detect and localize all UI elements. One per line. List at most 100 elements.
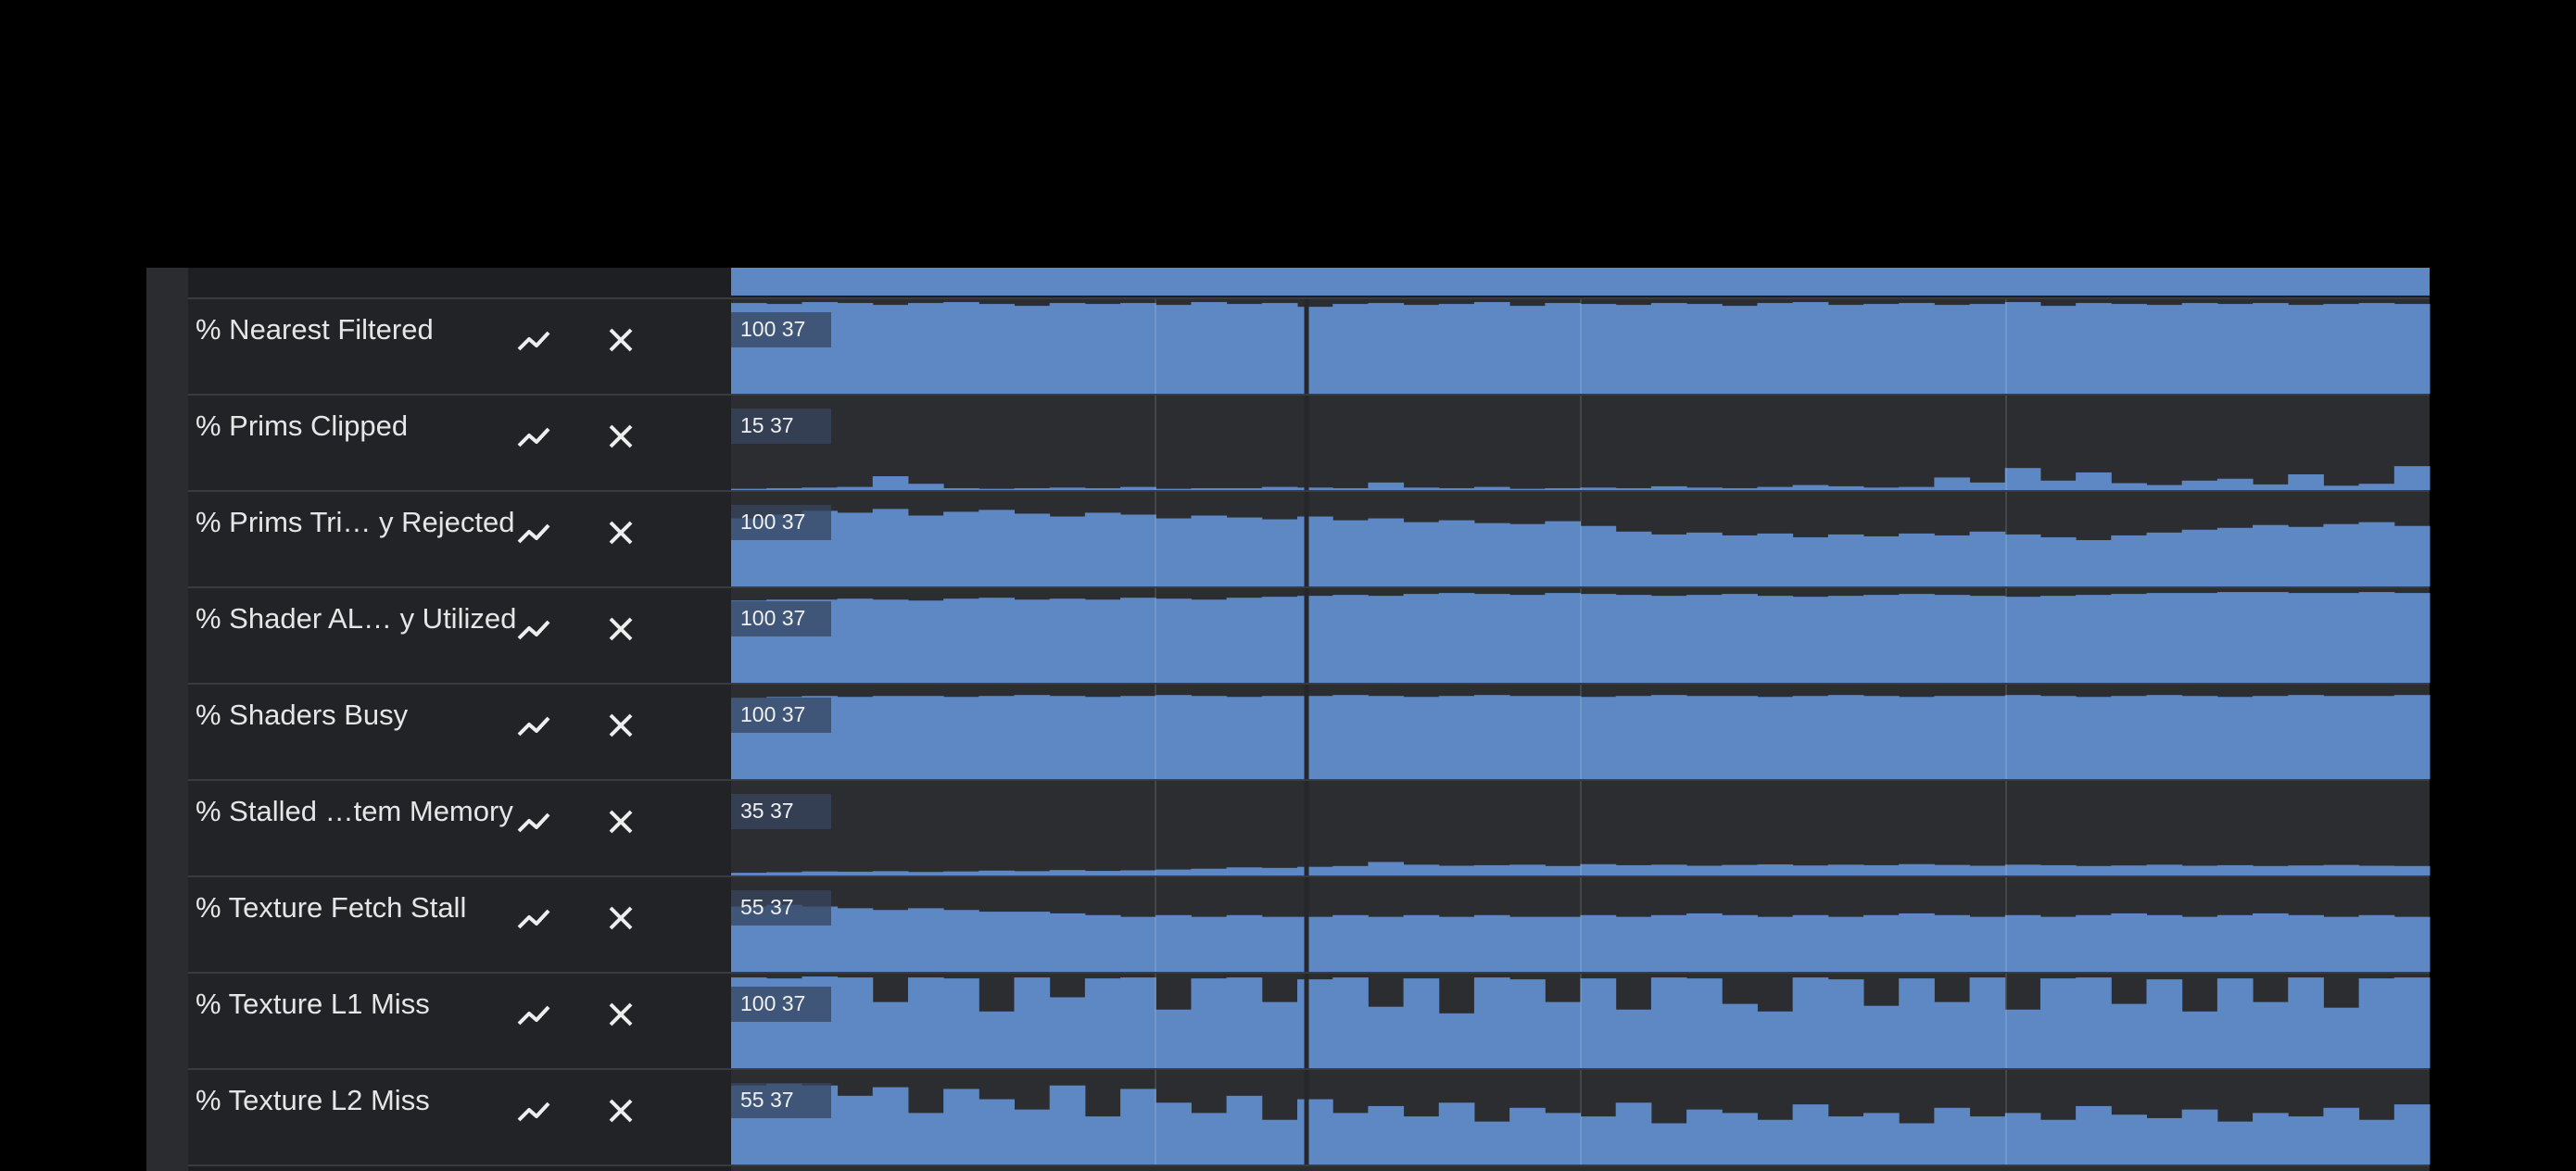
counter-bar	[907, 908, 944, 972]
counter-bar	[1403, 914, 1440, 972]
counter-bar	[2393, 1104, 2431, 1165]
track-label[interactable]: % Shader AL… y Utilized	[196, 602, 516, 635]
track-label[interactable]: % Texture Fetch Stall	[196, 891, 466, 924]
counter-bar	[1473, 864, 1510, 875]
counter-bar	[1297, 307, 1333, 394]
remove-icon[interactable]	[609, 713, 633, 737]
counter-bar	[1297, 866, 1333, 875]
graph-toggle-icon[interactable]	[517, 1102, 550, 1122]
graph-toggle-icon[interactable]	[517, 620, 550, 640]
counter-bar	[2004, 864, 2041, 875]
counter-bar	[2358, 978, 2395, 1068]
counter-bar	[872, 871, 909, 875]
graph-toggle-icon[interactable]	[517, 331, 550, 351]
counter-bar	[1297, 516, 1333, 586]
counter-bar	[2393, 977, 2431, 1068]
remove-icon[interactable]	[609, 1002, 633, 1026]
counter-bar	[1934, 305, 1971, 394]
remove-icon[interactable]	[609, 617, 633, 641]
partial-track	[731, 268, 2430, 296]
counter-bar	[1969, 696, 2006, 779]
counter-bar	[1332, 914, 1369, 972]
counter-bar	[1757, 303, 1794, 394]
counter-bar	[731, 873, 767, 875]
counter-bar	[1084, 978, 1121, 1068]
counter-bar	[1827, 534, 1864, 586]
remove-icon[interactable]	[609, 1099, 633, 1123]
label-cell	[188, 396, 731, 490]
counter-bar	[1899, 978, 1935, 1068]
counter-bar	[1580, 525, 1617, 586]
counter-bar	[2288, 474, 2324, 490]
counter-bar	[1226, 867, 1263, 875]
track-label[interactable]: % Stalled …tem Memory	[196, 795, 513, 827]
counter-bar	[1297, 979, 1333, 1068]
row-separator	[188, 490, 2430, 492]
counter-bar	[1473, 695, 1510, 779]
counter-bar	[2216, 1121, 2254, 1165]
remove-icon[interactable]	[609, 328, 633, 352]
counter-bar	[979, 510, 1015, 586]
counter-bar	[1757, 1011, 1794, 1068]
graph-toggle-icon[interactable]	[517, 523, 550, 544]
counter-bar	[1191, 487, 1228, 490]
track-label[interactable]: % Prims Clipped	[196, 409, 408, 442]
counter-bar	[1226, 517, 1263, 586]
counter-bar	[1473, 523, 1510, 586]
track-label[interactable]: % Texture L1 Miss	[196, 988, 430, 1020]
graph-toggle-icon[interactable]	[517, 716, 550, 737]
counter-bar	[1049, 303, 1086, 394]
row-separator	[188, 297, 2430, 299]
remove-icon[interactable]	[609, 424, 633, 448]
range-badge	[731, 987, 831, 1022]
counter-bar	[1827, 916, 1864, 972]
counter-bar	[2288, 305, 2324, 394]
counter-bar	[837, 486, 874, 490]
graph-toggle-icon[interactable]	[517, 909, 550, 929]
counter-bar	[979, 696, 1015, 779]
counter-bar	[2288, 977, 2324, 1068]
counter-bar	[1757, 697, 1794, 779]
counter-bar	[1261, 1001, 1298, 1068]
track-label[interactable]: % Texture L2 Miss	[196, 1084, 430, 1116]
counter-bar	[2253, 303, 2289, 394]
counter-bar	[1191, 868, 1228, 875]
counter-bar	[1969, 916, 2006, 972]
counter-bar	[1509, 916, 1546, 972]
left-strip	[146, 268, 188, 1171]
counter-bar	[1969, 977, 2006, 1068]
counter-bar	[1686, 595, 1723, 683]
counter-bar	[1332, 595, 1369, 683]
counter-bar	[2146, 532, 2183, 586]
track-label[interactable]: % Nearest Filtered	[196, 313, 434, 346]
counter-bar	[1155, 488, 1192, 490]
counter-bar	[872, 305, 909, 394]
counter-bar	[1615, 916, 1652, 972]
counter-bar	[1545, 696, 1581, 779]
counter-bar	[2216, 592, 2254, 683]
remove-icon[interactable]	[609, 810, 633, 834]
counter-bar	[1934, 696, 1971, 779]
track-label[interactable]: % Shaders Busy	[196, 699, 409, 731]
counter-bar	[1297, 487, 1333, 490]
counter-bar	[1368, 482, 1405, 490]
icon-shape	[609, 424, 633, 448]
counter-bar	[1827, 695, 1864, 779]
range-label: 100 37	[740, 317, 805, 341]
graph-toggle-icon[interactable]	[517, 1005, 550, 1026]
counter-bar	[1757, 1119, 1794, 1165]
counter-bar	[1261, 597, 1298, 683]
counter-bar	[1226, 977, 1263, 1068]
label-cell	[188, 588, 731, 683]
counter-bar	[1580, 863, 1617, 875]
graph-toggle-icon[interactable]	[517, 812, 550, 833]
counter-bar	[1934, 595, 1971, 683]
counter-bar	[1438, 487, 1475, 490]
counter-bar	[1014, 977, 1051, 1068]
remove-icon[interactable]	[609, 521, 633, 545]
graph-toggle-icon[interactable]	[517, 427, 550, 447]
counter-bar	[2323, 1107, 2360, 1165]
counter-bar	[1368, 518, 1405, 586]
track-label[interactable]: % Prims Tri… y Rejected	[196, 506, 515, 538]
remove-icon[interactable]	[609, 906, 633, 930]
